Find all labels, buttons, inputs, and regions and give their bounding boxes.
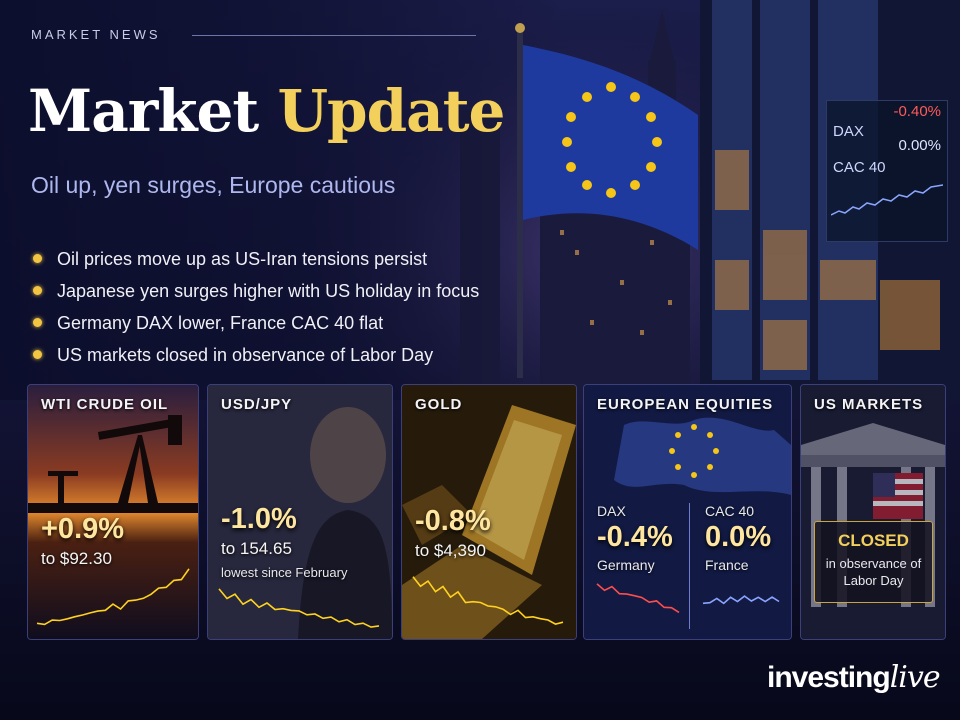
cac-country: France — [705, 557, 749, 573]
bullet-item: Oil prices move up as US-Iran tensions p… — [30, 247, 479, 279]
bullet-dot-icon — [33, 350, 42, 359]
dax-label: DAX — [597, 503, 626, 519]
card-label: WTI CRUDE OIL — [41, 396, 169, 413]
ticker-board: DAX -0.40% CAC 40 0.00% — [826, 100, 948, 242]
eu-flag-icon — [523, 45, 698, 250]
cac-change: 0.0% — [705, 521, 772, 553]
brand-logo: investinglive — [767, 660, 941, 695]
gold-bar-icon — [402, 385, 576, 639]
ticker-name: DAX — [833, 123, 864, 140]
brand-part-2: live — [889, 660, 941, 695]
cac-sparkline — [702, 595, 780, 605]
card-us-markets[interactable]: US MARKETS CLOSED in observance of Labor… — [800, 384, 946, 640]
bullet-item: US markets closed in observance of Labor… — [30, 343, 479, 375]
bullet-text: US markets closed in observance of Labor… — [57, 345, 434, 365]
card-label: EUROPEAN EQUITIES — [597, 396, 774, 413]
europe-map-icon — [584, 385, 791, 639]
brand-part-1: investing — [767, 661, 891, 694]
oil-pump-icon — [28, 385, 198, 639]
subtitle: Oil up, yen surges, Europe cautious — [31, 172, 396, 198]
dax-country: Germany — [597, 557, 655, 573]
bullet-text: Oil prices move up as US-Iran tensions p… — [57, 249, 428, 269]
kicker: MARKET NEWS — [31, 27, 161, 42]
card-label: USD/JPY — [221, 396, 293, 413]
card-european-equities[interactable]: EUROPEAN EQUITIES DAX -0.4% Germany CAC … — [583, 384, 792, 640]
market-cards: WTI CRUDE OIL +0.9% to $92.30 USD/JPY -1… — [27, 384, 947, 640]
bullet-dot-icon — [33, 254, 42, 263]
bullet-item: Germany DAX lower, France CAC 40 flat — [30, 311, 479, 343]
sparkline-path — [36, 568, 190, 626]
ticker-value: -0.40% — [893, 103, 941, 120]
sparkline-path — [218, 588, 380, 628]
card-label: US MARKETS — [814, 396, 924, 413]
card-gold[interactable]: GOLD -0.8% to $4,390 — [401, 384, 577, 640]
gold-sparkline — [412, 576, 564, 625]
title-part-2: Update — [277, 77, 505, 145]
bullet-list: Oil prices move up as US-Iran tensions p… — [30, 247, 479, 375]
card-oil[interactable]: WTI CRUDE OIL +0.9% to $92.30 — [27, 384, 199, 640]
card-note: lowest since February — [221, 565, 348, 580]
closed-badge: CLOSED in observance of Labor Day — [814, 521, 933, 603]
card-price: to 154.65 — [221, 539, 292, 558]
card-price: to $4,390 — [415, 541, 486, 560]
ticker-value: 0.00% — [898, 137, 941, 154]
dax-change: -0.4% — [597, 521, 673, 553]
card-change: +0.9% — [41, 513, 125, 545]
sparkline-path — [702, 595, 780, 605]
bullet-text: Japanese yen surges higher with US holid… — [57, 281, 480, 301]
title-part-1: Market — [28, 77, 259, 145]
status-note: in observance of Labor Day — [825, 556, 922, 588]
sparkline-path — [412, 576, 564, 625]
dax-sparkline — [596, 583, 680, 614]
cac-label: CAC 40 — [705, 503, 755, 519]
ticker-chart — [831, 184, 943, 216]
card-change: -0.8% — [415, 505, 491, 537]
oil-sparkline — [36, 568, 190, 626]
us-flag-icon — [873, 473, 923, 519]
bullet-text: Germany DAX lower, France CAC 40 flat — [57, 313, 384, 333]
portrait-image — [208, 385, 392, 639]
usdjpy-sparkline — [218, 588, 380, 628]
page-title: Market Update — [28, 76, 505, 146]
kicker-divider — [192, 35, 476, 36]
card-label: GOLD — [415, 396, 463, 413]
bullet-dot-icon — [33, 318, 42, 327]
bullet-dot-icon — [33, 286, 42, 295]
bullet-item: Japanese yen surges higher with US holid… — [30, 279, 479, 311]
card-price: to $92.30 — [41, 549, 112, 568]
sparkline-path — [596, 583, 680, 614]
card-usdjpy[interactable]: USD/JPY -1.0% to 154.65 lowest since Feb… — [207, 384, 393, 640]
ticker-name: CAC 40 — [833, 159, 886, 176]
card-change: -1.0% — [221, 503, 297, 535]
status-text: CLOSED — [838, 531, 909, 550]
